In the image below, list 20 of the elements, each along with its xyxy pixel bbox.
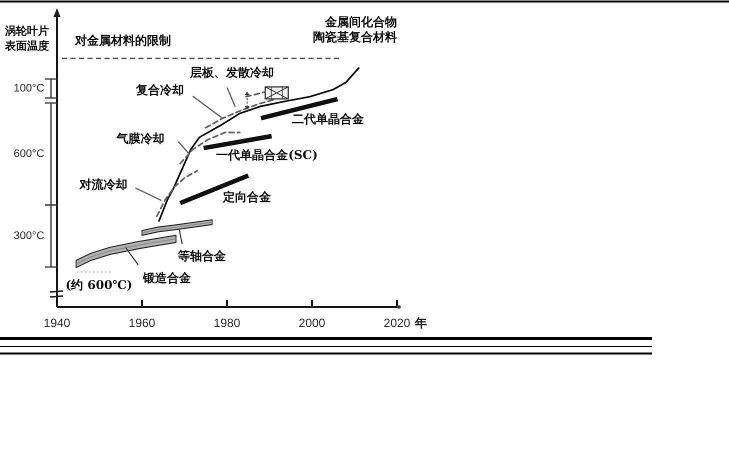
text: 陶瓷基复合材料 — [313, 30, 397, 44]
annotation: (约 600℃) — [66, 278, 132, 292]
text: 锻造合金 — [143, 270, 192, 285]
x-tick-label: 2020 — [384, 316, 411, 330]
series-label: 二代单晶合金 — [292, 112, 365, 126]
x-tick-label: 1980 — [214, 316, 241, 330]
series: 复合冷却 — [136, 83, 277, 129]
series: 对流冷却 — [79, 170, 198, 218]
x-axis-title: 年 — [414, 316, 427, 330]
series-label: 定向合金 — [222, 190, 272, 204]
x-tick-label: 1960 — [128, 316, 156, 330]
x-tick-label: 2000 — [298, 316, 326, 330]
y-axis-title: 涡轮叶片表面温度 — [4, 24, 49, 52]
x-tick-label: 1940 — [44, 316, 71, 330]
series-label: 等轴合金 — [177, 248, 228, 263]
series-label: 气膜冷却 — [115, 132, 164, 146]
series-label: 一代单晶合金(SC) — [216, 148, 318, 162]
text: 金属间化合物 — [324, 15, 397, 29]
series-label: 层板、发散冷却 — [189, 66, 274, 80]
ref-line-label: 对金属材料的限制 — [74, 33, 171, 48]
